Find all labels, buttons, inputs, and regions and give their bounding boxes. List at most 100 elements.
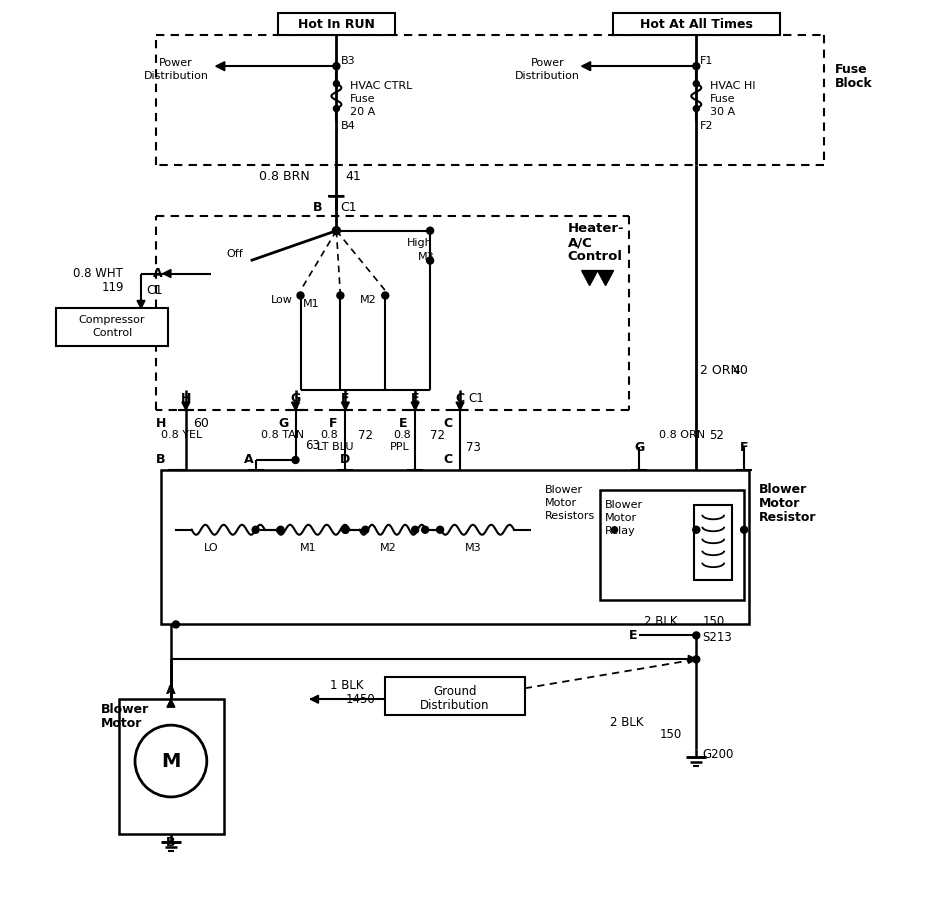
Bar [119, 699, 224, 833]
Text: Compressor: Compressor [79, 315, 145, 326]
Text: B4: B4 [340, 121, 355, 131]
Text: M: M [161, 752, 181, 770]
Text: Resistors: Resistors [545, 511, 595, 521]
Circle shape [382, 292, 389, 299]
Text: Distribution: Distribution [515, 71, 581, 81]
Text: C: C [456, 392, 464, 405]
Text: Low: Low [270, 295, 293, 305]
Text: 119: 119 [102, 281, 124, 294]
Text: Motor: Motor [545, 498, 577, 508]
Text: Ground: Ground [433, 685, 477, 698]
Circle shape [336, 292, 344, 299]
Polygon shape [456, 402, 464, 410]
Text: 2 BLK: 2 BLK [644, 615, 678, 628]
Text: B3: B3 [340, 56, 355, 67]
Text: Power: Power [531, 58, 565, 68]
Circle shape [333, 63, 340, 69]
Text: B: B [166, 836, 175, 849]
Text: 0.8 ORN: 0.8 ORN [660, 430, 706, 440]
Text: Relay: Relay [605, 526, 636, 536]
Text: G: G [635, 440, 645, 454]
Text: A: A [244, 454, 254, 466]
Circle shape [297, 292, 304, 299]
Text: Blower: Blower [605, 500, 643, 509]
Text: M3: M3 [418, 252, 434, 262]
Text: Distribution: Distribution [420, 698, 490, 712]
Polygon shape [411, 402, 419, 410]
Circle shape [692, 63, 700, 69]
Text: Fuse: Fuse [835, 63, 868, 76]
Text: Block: Block [835, 76, 872, 90]
Text: Motor: Motor [605, 513, 637, 523]
Circle shape [342, 526, 349, 533]
Text: LO: LO [203, 543, 218, 553]
Text: C1: C1 [468, 392, 484, 405]
Text: 0.8: 0.8 [321, 430, 338, 440]
Circle shape [253, 526, 259, 533]
Text: Fuse: Fuse [350, 94, 376, 104]
Text: H: H [156, 417, 166, 429]
Text: Motor: Motor [102, 716, 143, 730]
Circle shape [427, 227, 433, 234]
Circle shape [342, 526, 349, 533]
Text: M2: M2 [380, 543, 397, 553]
Text: C: C [444, 454, 453, 466]
Text: Motor: Motor [759, 498, 801, 510]
Text: 52: 52 [709, 428, 724, 442]
Bar [599, 490, 744, 599]
Text: 2 BLK: 2 BLK [610, 716, 643, 729]
Text: 1 BLK: 1 BLK [331, 679, 363, 692]
Text: C1: C1 [340, 202, 357, 214]
Text: LT BLU: LT BLU [318, 442, 354, 452]
Text: High: High [407, 238, 433, 248]
Circle shape [421, 526, 429, 533]
Text: 63: 63 [306, 438, 321, 452]
Text: 40: 40 [733, 364, 748, 377]
Polygon shape [597, 271, 613, 285]
Text: 150: 150 [660, 727, 681, 741]
Text: 0.8 YEL: 0.8 YEL [161, 430, 202, 440]
Text: 0.8 WHT: 0.8 WHT [74, 267, 123, 280]
Polygon shape [137, 301, 145, 309]
Text: E: E [399, 417, 407, 429]
Text: M2: M2 [361, 295, 377, 305]
Text: 72: 72 [430, 428, 445, 442]
Text: M1: M1 [300, 543, 317, 553]
Polygon shape [582, 271, 597, 285]
Text: B: B [157, 454, 166, 466]
Text: 72: 72 [358, 428, 374, 442]
Text: A/C: A/C [568, 236, 593, 249]
Text: Heater-: Heater- [568, 222, 624, 235]
Circle shape [611, 526, 618, 533]
Text: 150: 150 [703, 615, 724, 628]
Polygon shape [292, 402, 299, 410]
Text: M1: M1 [303, 300, 319, 310]
Bar [161, 470, 749, 625]
Text: D: D [340, 454, 350, 466]
Text: 2 ORN: 2 ORN [700, 364, 740, 377]
Text: G: G [291, 392, 301, 405]
Text: B: B [313, 202, 322, 214]
Circle shape [693, 81, 699, 86]
Text: Control: Control [92, 328, 132, 338]
Text: 1450: 1450 [346, 693, 375, 706]
Bar [385, 678, 525, 716]
Text: C1: C1 [146, 284, 163, 297]
Text: E: E [629, 629, 637, 642]
Text: E: E [411, 392, 419, 405]
Text: Control: Control [568, 250, 623, 263]
Polygon shape [582, 62, 591, 71]
Circle shape [693, 105, 699, 112]
Text: G200: G200 [703, 748, 733, 760]
Text: M3: M3 [465, 543, 481, 553]
Circle shape [692, 632, 700, 639]
Text: 20 A: 20 A [350, 107, 376, 117]
Circle shape [334, 105, 339, 112]
Polygon shape [167, 699, 175, 707]
Text: 60: 60 [193, 417, 209, 429]
Text: A: A [153, 267, 163, 280]
Bar [694, 505, 733, 580]
Circle shape [427, 257, 433, 264]
Text: HVAC HI: HVAC HI [710, 81, 756, 91]
Text: 0.8 BRN: 0.8 BRN [259, 170, 309, 184]
